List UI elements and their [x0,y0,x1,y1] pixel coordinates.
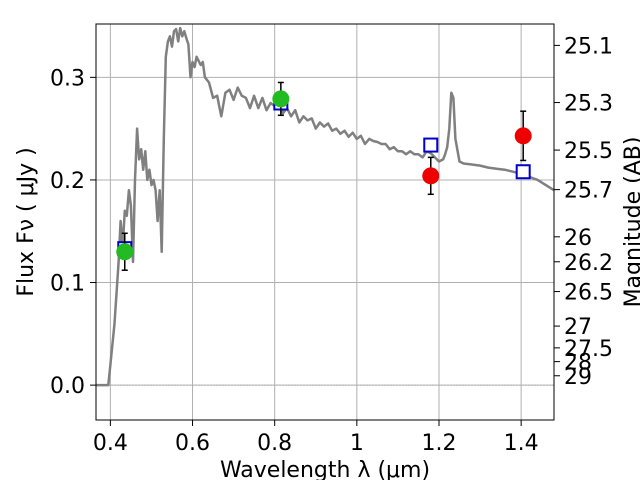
detection-point [514,127,532,145]
y-tick-label: 0.1 [50,272,85,297]
magnitude-axis-label: Magnitude (AB) [621,137,640,308]
markers [116,81,532,271]
y-axis-ticks: 0.0 0.1 0.2 0.3 [50,66,96,399]
magnitude-tick-label: 28 [564,351,592,376]
plot-frame [95,23,555,421]
detection-point [272,90,290,108]
detection-point [116,243,134,261]
y-axis-label: Flux Fν ( μJy ) [14,147,39,296]
magnitude-tick-label: 26.2 [564,251,613,276]
plot-area [96,26,555,387]
x-tick-label: 0.4 [93,431,128,456]
x-tick-label: 0.8 [257,431,292,456]
y-tick-label: 0.3 [50,66,85,91]
x-tick-label: 1.4 [504,431,539,456]
x-tick-label: 0.6 [175,431,210,456]
detection-point [422,167,440,185]
magnitude-tick-label: 25.5 [564,139,613,164]
magnitude-tick-label: 25.3 [564,92,613,117]
model-photometry-square [423,137,439,153]
magnitude-tick-label: 27 [564,315,592,340]
x-axis-ticks: 0.4 0.6 0.8 1 1.2 1.4 [93,420,539,456]
model-photometry-square [515,164,531,180]
x-axis-label: Wavelength λ (μm) [220,458,430,480]
magnitude-tick-label: 25.7 [564,179,613,204]
y-tick-label: 0.2 [50,169,85,194]
y-tick-label: 0.0 [50,374,85,399]
x-tick-label: 1.2 [421,431,456,456]
magnitude-tick-label: 26.5 [564,281,613,306]
x-tick-label: 1 [350,431,364,456]
magnitude-tick-label: 26 [564,226,592,251]
magnitude-tick-label: 29 [564,365,592,390]
sed-model-line [96,26,555,387]
magnitude-tick-label: 27.5 [564,337,613,362]
magnitude-tick-label: 25.1 [564,34,613,59]
